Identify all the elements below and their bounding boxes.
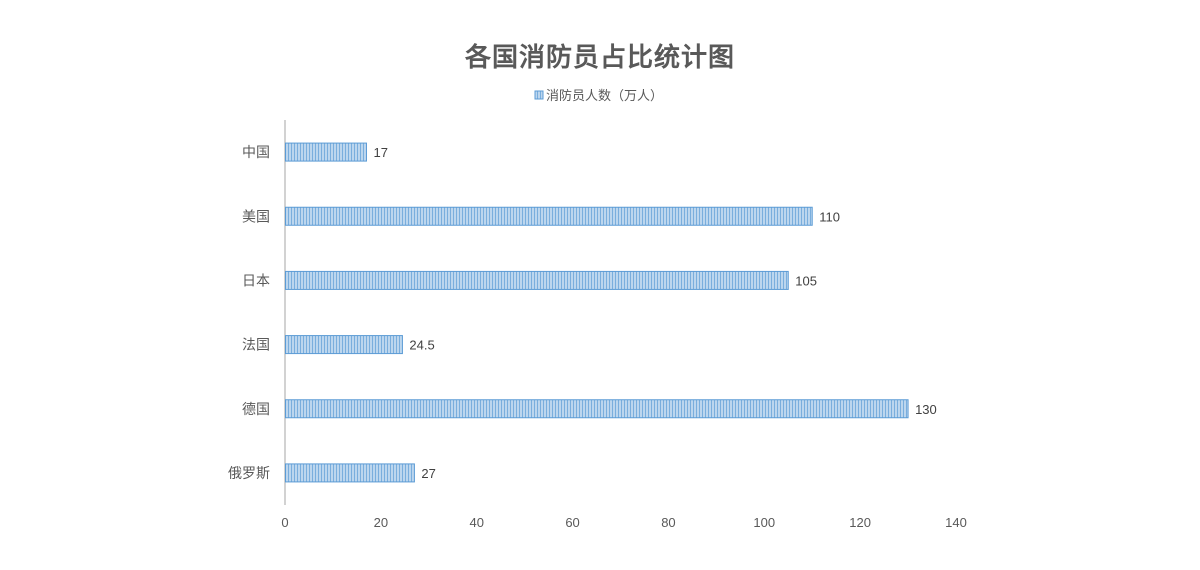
legend: 消防员人数（万人） (534, 88, 663, 104)
x-tick-label: 60 (565, 515, 579, 530)
bar (285, 463, 415, 483)
category-label: 美国 (242, 209, 270, 225)
legend-swatch (534, 90, 544, 100)
data-label: 17 (373, 145, 387, 160)
category-label: 日本 (242, 273, 270, 289)
x-tick-label: 80 (661, 515, 675, 530)
chart-title: 各国消防员占比统计图 (464, 42, 735, 73)
data-label: 24.5 (409, 338, 434, 353)
x-tick-label: 20 (374, 515, 388, 530)
data-label: 130 (915, 402, 937, 417)
category-label: 俄罗斯 (228, 466, 270, 482)
bar (285, 270, 789, 290)
plot-area: 中国 17 美国 110 日本 105 法国 24.5 德国 130 俄罗斯 27 0 20 40 60 80 1… (228, 120, 967, 530)
bar (285, 142, 367, 162)
x-tick-label: 100 (753, 515, 775, 530)
data-label: 27 (421, 466, 435, 481)
category-label: 德国 (242, 402, 270, 418)
x-tick-label: 0 (281, 515, 288, 530)
category-label: 中国 (242, 145, 270, 161)
x-tick-label: 40 (469, 515, 483, 530)
legend-label: 消防员人数（万人） (546, 88, 663, 104)
data-label: 110 (819, 209, 840, 224)
data-label: 105 (795, 273, 817, 288)
bar (285, 399, 909, 419)
bar (285, 206, 813, 226)
bar (285, 335, 403, 355)
x-tick-label: 120 (849, 515, 871, 530)
x-tick-label: 140 (945, 515, 967, 530)
category-label: 法国 (242, 338, 270, 354)
